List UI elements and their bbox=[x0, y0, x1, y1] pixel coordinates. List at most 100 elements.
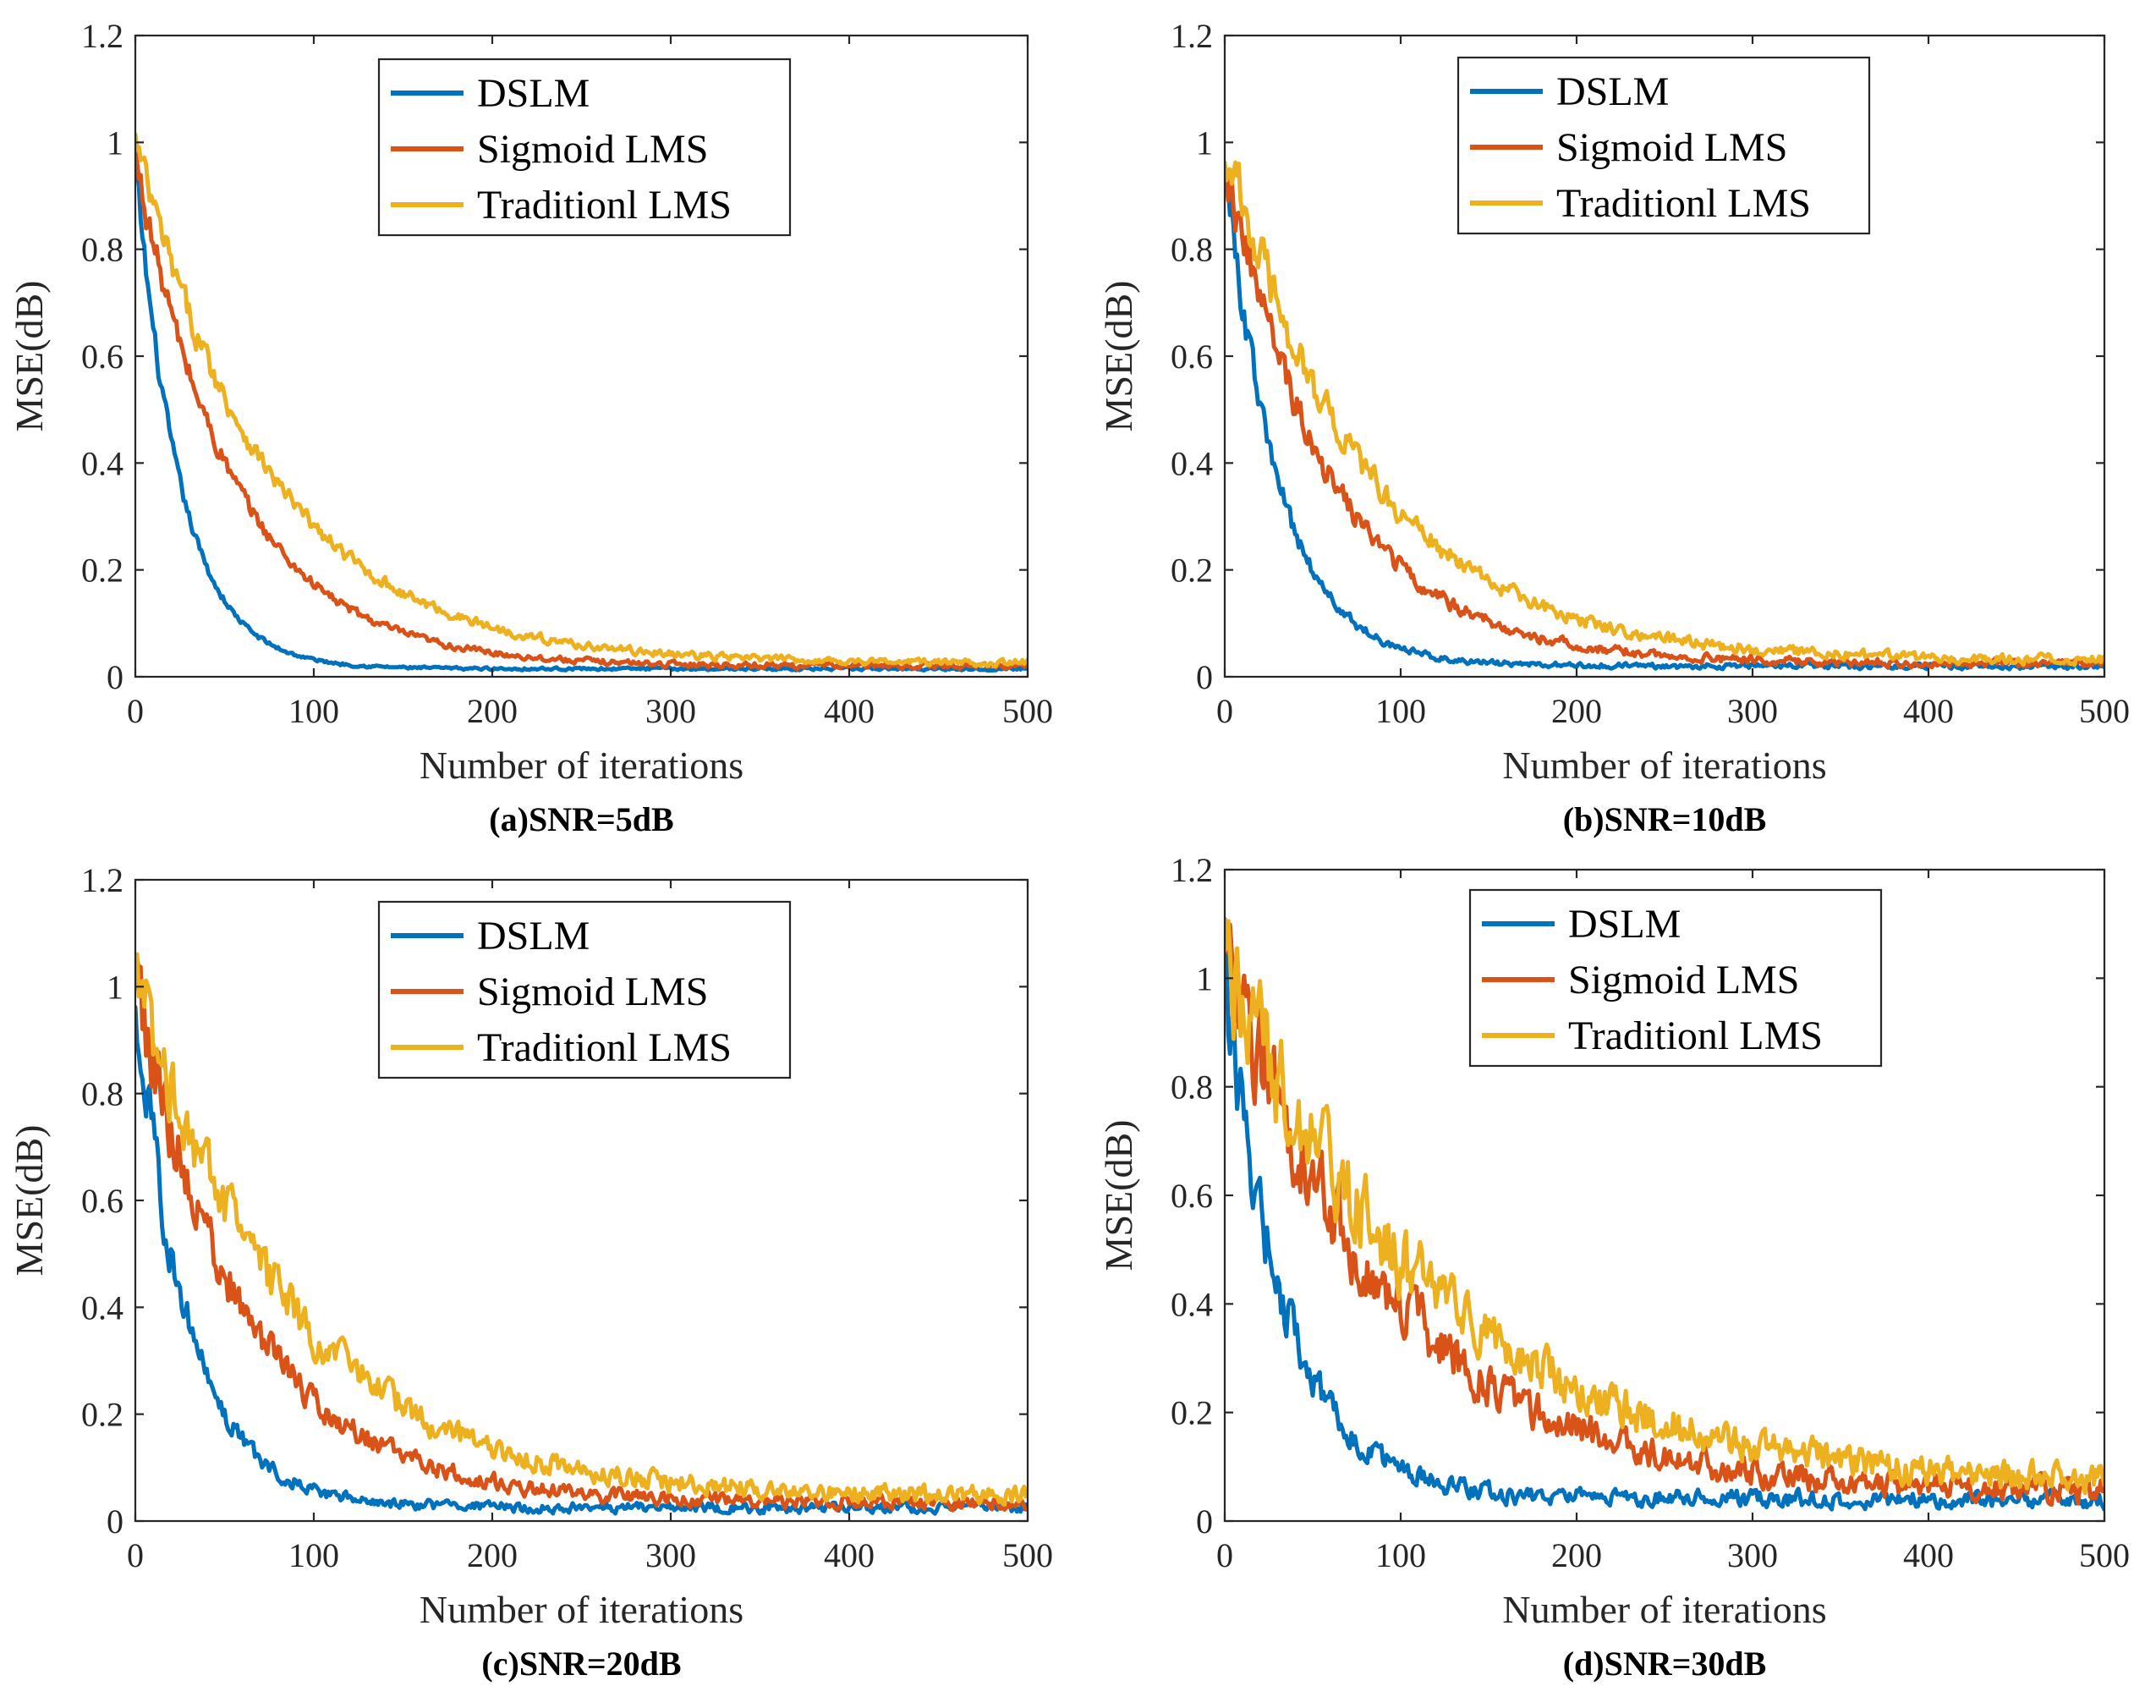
x-tick-label: 400 bbox=[824, 1536, 875, 1574]
y-tick-label: 0 bbox=[107, 1502, 123, 1540]
x-axis-label: Number of iterations bbox=[1502, 744, 1826, 787]
x-tick-label: 300 bbox=[645, 692, 696, 730]
y-tick-label: 0.6 bbox=[81, 1182, 123, 1220]
legend-label-traditionl-lms: Traditionl LMS bbox=[1568, 1013, 1823, 1058]
y-tick-label: 1.2 bbox=[1171, 851, 1213, 889]
y-tick-label: 0 bbox=[107, 658, 123, 696]
panel-caption: (c)SNR=20dB bbox=[481, 1645, 681, 1683]
x-tick-label: 300 bbox=[645, 1536, 696, 1574]
y-tick-label: 0.8 bbox=[1171, 231, 1213, 269]
legend-label-dslm: DSLM bbox=[1568, 902, 1681, 947]
legend-label-dslm: DSLM bbox=[477, 71, 590, 116]
x-tick-label: 100 bbox=[1375, 1536, 1426, 1574]
x-tick-label: 0 bbox=[1216, 692, 1233, 730]
x-axis-label: Number of iterations bbox=[420, 1588, 743, 1631]
y-tick-label: 0.4 bbox=[1171, 1285, 1213, 1323]
legend: DSLM Sigmoid LMS Traditionl LMS bbox=[377, 58, 792, 237]
series-line-dslm bbox=[135, 1005, 1028, 1516]
legend-label-sigmoid-lms: Sigmoid LMS bbox=[1556, 125, 1787, 170]
series-line-dslm bbox=[1225, 178, 2104, 672]
y-axis-label: MSE(dB) bbox=[8, 1125, 51, 1277]
y-tick-label: 0.4 bbox=[81, 444, 123, 482]
x-tick-label: 200 bbox=[467, 1536, 518, 1574]
x-tick-label: 400 bbox=[824, 692, 875, 730]
x-tick-label: 500 bbox=[1002, 1536, 1053, 1574]
y-tick-label: 0.2 bbox=[81, 1396, 123, 1434]
y-tick-label: 0 bbox=[1196, 658, 1213, 696]
x-tick-label: 500 bbox=[1002, 692, 1053, 730]
y-tick-label: 0.2 bbox=[1171, 552, 1213, 590]
legend: DSLM Sigmoid LMS Traditionl LMS bbox=[1468, 888, 1883, 1068]
x-tick-label: 0 bbox=[1216, 1536, 1233, 1574]
y-axis-label: MSE(dB) bbox=[1097, 1120, 1140, 1271]
x-axis-label: Number of iterations bbox=[420, 744, 743, 787]
series-group bbox=[135, 952, 1028, 1516]
x-tick-label: 300 bbox=[1727, 1536, 1778, 1574]
y-tick-label: 1 bbox=[107, 124, 123, 162]
y-tick-label: 1 bbox=[1196, 124, 1213, 162]
panel-caption: (b)SNR=10dB bbox=[1563, 800, 1767, 838]
y-tick-label: 1.2 bbox=[1171, 17, 1213, 55]
y-tick-label: 0.6 bbox=[81, 338, 123, 376]
legend-label-dslm: DSLM bbox=[477, 914, 590, 958]
y-axis-label: MSE(dB) bbox=[8, 281, 51, 432]
series-line-traditionl-lms bbox=[135, 132, 1028, 669]
y-tick-label: 0.8 bbox=[1171, 1068, 1213, 1107]
y-tick-label: 0.8 bbox=[81, 231, 123, 269]
x-axis-label: Number of iterations bbox=[1502, 1588, 1826, 1631]
series-line-dslm bbox=[1225, 952, 2104, 1512]
y-tick-label: 1.2 bbox=[81, 861, 123, 899]
y-axis-label: MSE(dB) bbox=[1097, 281, 1140, 432]
chart-panel-4: 0 100 200 300 400 500 0 0.2 0.4 0.6 0.8 1 1.2 Number … bbox=[1097, 851, 2130, 1683]
x-tick-label: 0 bbox=[127, 692, 144, 730]
series-line-traditionl-lms bbox=[1225, 918, 2104, 1496]
legend-label-sigmoid-lms: Sigmoid LMS bbox=[477, 127, 708, 172]
legend-label-sigmoid-lms: Sigmoid LMS bbox=[1568, 958, 1799, 1002]
x-tick-label: 100 bbox=[1375, 692, 1426, 730]
x-tick-label: 400 bbox=[1903, 692, 1954, 730]
y-tick-label: 0.8 bbox=[81, 1075, 123, 1113]
legend-label-traditionl-lms: Traditionl LMS bbox=[1556, 181, 1811, 226]
x-tick-label: 300 bbox=[1727, 692, 1778, 730]
series-line-sigmoid-lms bbox=[1225, 170, 2104, 670]
y-tick-label: 0.6 bbox=[1171, 338, 1213, 376]
y-tick-label: 0.4 bbox=[81, 1288, 123, 1326]
x-tick-label: 500 bbox=[2079, 1536, 2130, 1574]
series-line-dslm bbox=[135, 157, 1028, 673]
x-tick-label: 100 bbox=[288, 692, 339, 730]
panel-caption: (a)SNR=5dB bbox=[489, 800, 673, 838]
y-tick-label: 1.2 bbox=[81, 17, 123, 55]
x-tick-label: 500 bbox=[2079, 692, 2130, 730]
legend: DSLM Sigmoid LMS Traditionl LMS bbox=[1457, 56, 1871, 235]
series-line-traditionl-lms bbox=[135, 952, 1028, 1508]
y-tick-label: 0.2 bbox=[1171, 1394, 1213, 1432]
series-line-sigmoid-lms bbox=[135, 958, 1028, 1513]
y-tick-label: 0.6 bbox=[1171, 1177, 1213, 1215]
y-tick-label: 1 bbox=[107, 968, 123, 1006]
legend-label-dslm: DSLM bbox=[1556, 69, 1669, 114]
panel-caption: (d)SNR=30dB bbox=[1563, 1645, 1767, 1683]
series-line-sigmoid-lms bbox=[135, 150, 1028, 672]
legend-label-sigmoid-lms: Sigmoid LMS bbox=[477, 969, 708, 1014]
chart-panel-1: 0 100 200 300 400 500 0 0.2 0.4 0.6 0.8 1 1.2 Number … bbox=[8, 17, 1053, 838]
x-tick-label: 200 bbox=[467, 692, 518, 730]
series-group bbox=[1225, 160, 2104, 672]
x-tick-label: 400 bbox=[1903, 1536, 1954, 1574]
legend-label-traditionl-lms: Traditionl LMS bbox=[477, 183, 732, 228]
series-group bbox=[135, 132, 1028, 673]
x-tick-label: 0 bbox=[127, 1536, 144, 1574]
series-group bbox=[1225, 916, 2104, 1512]
y-tick-label: 1 bbox=[1196, 959, 1213, 997]
y-tick-label: 0.2 bbox=[81, 552, 123, 590]
series-line-traditionl-lms bbox=[1225, 160, 2104, 667]
x-tick-label: 100 bbox=[288, 1536, 339, 1574]
y-tick-label: 0 bbox=[1196, 1502, 1213, 1540]
chart-panel-3: 0 100 200 300 400 500 0 0.2 0.4 0.6 0.8 1 1.2 Number … bbox=[8, 861, 1053, 1683]
x-tick-label: 200 bbox=[1551, 1536, 1602, 1574]
legend: DSLM Sigmoid LMS Traditionl LMS bbox=[377, 900, 792, 1079]
y-tick-label: 0.4 bbox=[1171, 444, 1213, 482]
chart-panel-2: 0 100 200 300 400 500 0 0.2 0.4 0.6 0.8 1 1.2 Number … bbox=[1097, 17, 2130, 838]
x-tick-label: 200 bbox=[1551, 692, 1602, 730]
legend-label-traditionl-lms: Traditionl LMS bbox=[477, 1025, 732, 1070]
